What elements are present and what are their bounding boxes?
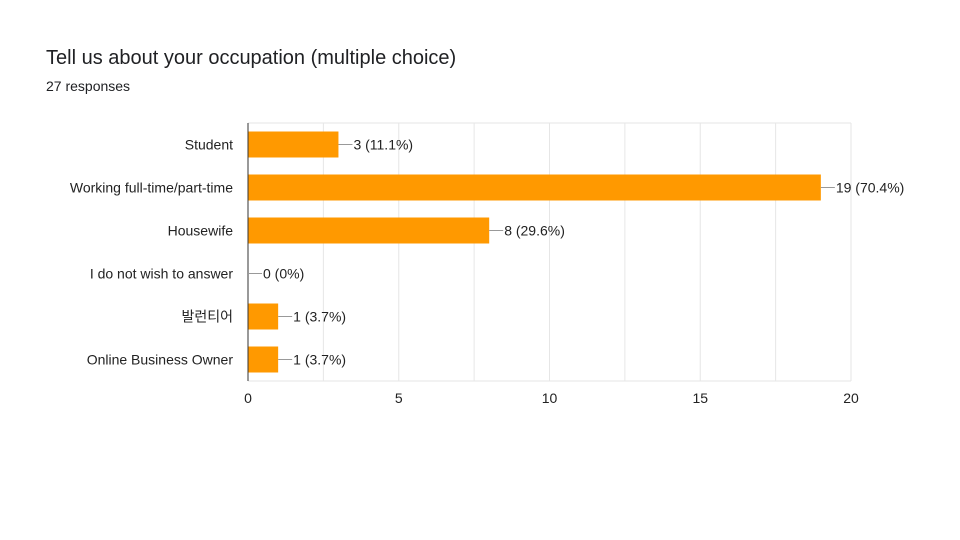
chart-title: Tell us about your occupation (multiple … [46,47,457,69]
data-label: 19 (70.4%) [836,180,904,196]
x-tick-label: 20 [843,390,859,406]
category-label: Housewife [168,223,234,239]
x-tick-label: 15 [692,390,708,406]
bars [248,131,821,373]
bar-2 [248,217,490,244]
gridlines [248,122,852,382]
bar-0 [248,131,339,158]
category-label: I do not wish to answer [90,266,234,282]
labels: Student 3 (11.1%) Working full-time/part-t… [70,137,904,407]
category-label: Online Business Owner [87,352,234,368]
bar-5 [248,346,279,373]
data-label: 8 (29.6%) [504,223,565,239]
category-label: Working full-time/part-time [70,180,233,196]
x-tick-label: 5 [395,390,403,406]
data-label: 1 (3.7%) [293,352,346,368]
bar-1 [248,174,821,201]
data-label: 1 (3.7%) [293,309,346,325]
x-tick-label: 0 [244,390,252,406]
x-tick-label: 10 [542,390,558,406]
category-label: Student [185,137,233,153]
category-label: 발런티어 [181,309,233,325]
bar-4 [248,303,279,330]
data-label: 0 (0%) [263,266,304,282]
response-count: 27 responses [46,78,131,94]
data-label: 3 (11.1%) [353,137,413,153]
